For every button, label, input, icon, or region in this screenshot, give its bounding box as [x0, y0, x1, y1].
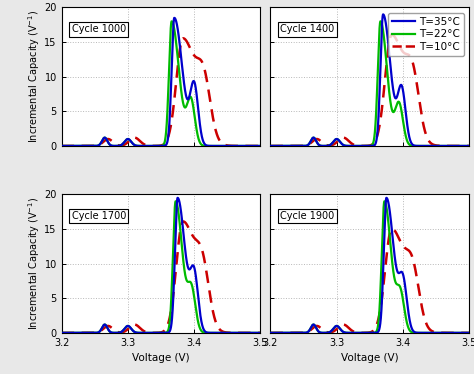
- Text: Cycle 1700: Cycle 1700: [72, 211, 126, 221]
- Y-axis label: Incremental Capacity (V$^{-1}$): Incremental Capacity (V$^{-1}$): [26, 197, 42, 330]
- Text: Cycle 1400: Cycle 1400: [280, 24, 335, 34]
- X-axis label: Voltage (V): Voltage (V): [341, 353, 399, 363]
- Text: Cycle 1000: Cycle 1000: [72, 24, 126, 34]
- X-axis label: Voltage (V): Voltage (V): [132, 353, 190, 363]
- Legend: T=35°C, T=22°C, T=10°C: T=35°C, T=22°C, T=10°C: [388, 13, 464, 56]
- Text: Cycle 1900: Cycle 1900: [280, 211, 335, 221]
- Y-axis label: Incremental Capacity (V$^{-1}$): Incremental Capacity (V$^{-1}$): [26, 10, 42, 143]
